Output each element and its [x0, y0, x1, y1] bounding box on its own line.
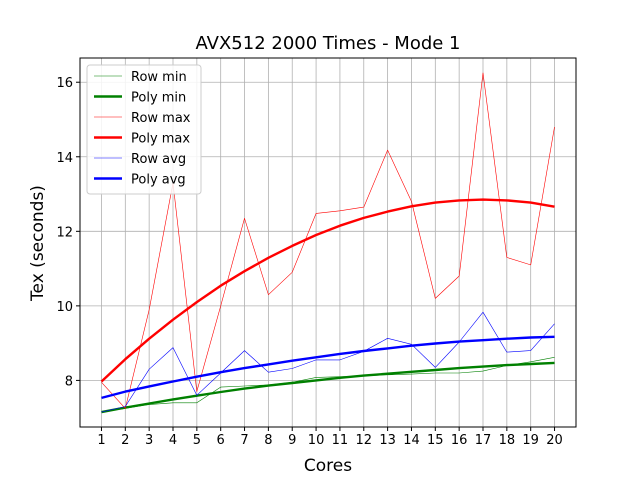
x-tick-label: 7 — [240, 433, 248, 448]
x-tick-label: 14 — [403, 433, 420, 448]
x-tick-label: 2 — [121, 433, 129, 448]
y-tick-label: 16 — [56, 76, 73, 91]
x-axis-label: Cores — [304, 456, 352, 476]
x-tick-label: 20 — [546, 433, 563, 448]
series-line-4 — [101, 311, 555, 413]
series-line-5 — [101, 335, 555, 400]
x-tick-label: 18 — [499, 433, 516, 448]
legend: Row min Poly min Row max Poly max Row avg Pol… — [86, 64, 202, 195]
series-line-0 — [101, 357, 555, 413]
legend-label: Poly min — [131, 91, 186, 106]
x-tick-label: 15 — [427, 433, 444, 448]
x-tick-label: 10 — [308, 433, 325, 448]
series-layer — [100, 72, 555, 414]
x-tick-label: 8 — [264, 433, 272, 448]
legend-label: Row avg — [131, 152, 186, 167]
y-axis-label: Tex (seconds) — [28, 185, 48, 302]
plot-frame — [79, 57, 577, 428]
series-line-1 — [101, 361, 555, 414]
y-tick-label: 12 — [56, 225, 73, 240]
x-tick-label: 1 — [97, 433, 105, 448]
y-tick-label: 8 — [65, 374, 73, 389]
y-tick-label: 10 — [56, 300, 73, 315]
series-line-3 — [100, 198, 555, 383]
chart-title: AVX512 2000 Times - Mode 1 — [196, 33, 461, 54]
x-tick-label: 11 — [332, 433, 349, 448]
legend-label: Poly max — [131, 132, 190, 147]
legend-label: Row max — [131, 111, 191, 126]
x-tick-label: 9 — [288, 433, 296, 448]
legend-label: Row min — [131, 70, 187, 85]
x-tick-label: 16 — [451, 433, 468, 448]
legend-label: Poly avg — [131, 173, 186, 188]
x-tick-label: 4 — [169, 433, 177, 448]
x-tick-label: 13 — [379, 433, 396, 448]
x-tick-label: 17 — [475, 433, 492, 448]
x-tick-label: 5 — [193, 433, 201, 448]
x-tick-label: 12 — [355, 433, 372, 448]
x-tick-label: 19 — [522, 433, 539, 448]
x-tick-label: 6 — [217, 433, 225, 448]
x-tick-label: 3 — [145, 433, 153, 448]
y-tick-label: 14 — [56, 151, 73, 166]
series-line-2 — [101, 72, 555, 409]
